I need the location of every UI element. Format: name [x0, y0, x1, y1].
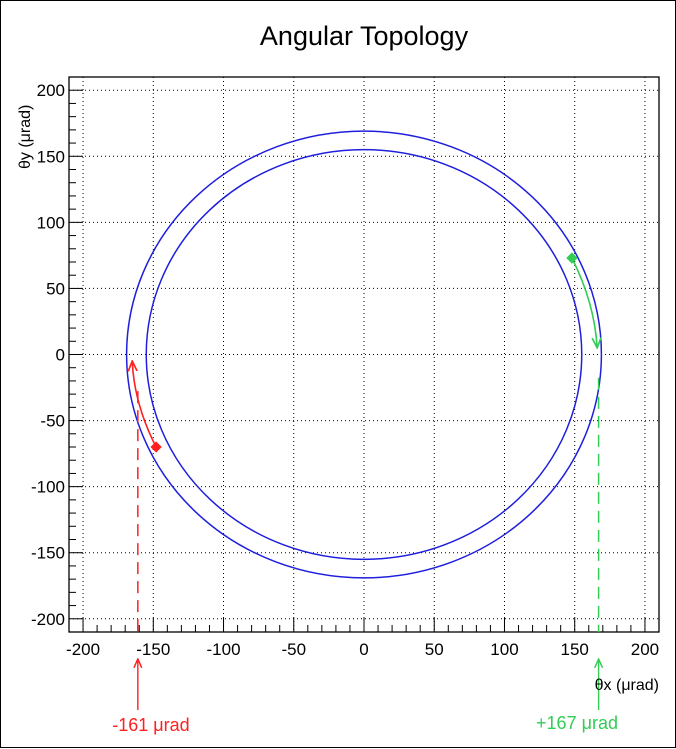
right-annotation: +167 μrad	[536, 713, 618, 733]
right-arc-arrow	[571, 257, 597, 348]
y-tick-label: -50	[40, 412, 65, 431]
chart-title: Angular Topology	[260, 21, 469, 51]
y-tick-label: -100	[31, 478, 65, 497]
y-tick-label: -200	[31, 610, 65, 629]
x-tick-label: -200	[66, 640, 100, 659]
left-arc-arrow	[132, 361, 157, 448]
y-tick-label: 100	[37, 213, 65, 232]
x-tick-label: 0	[359, 640, 368, 659]
y-tick-label: 50	[46, 279, 65, 298]
y-tick-label: 0	[56, 346, 65, 365]
grid-layer	[69, 77, 659, 632]
tick-layer: -200 -150 -100 -50 0 50 100 150 200 200 150 100 50 0 -…	[31, 81, 659, 659]
x-tick-label: -150	[136, 640, 170, 659]
series-layer	[125, 130, 603, 579]
x-tick-label: -100	[207, 640, 241, 659]
x-tick-label: 150	[561, 640, 589, 659]
ring-2	[145, 148, 583, 561]
x-axis-title: θx (μrad)	[595, 677, 659, 694]
y-tick-label: 200	[37, 81, 65, 100]
x-tick-label: -50	[281, 640, 306, 659]
ring-1	[125, 130, 603, 579]
left-annotation: -161 μrad	[112, 715, 189, 735]
y-axis-title: θy (μrad)	[17, 105, 34, 169]
x-tick-label: 200	[631, 640, 659, 659]
x-tick-label: 50	[425, 640, 444, 659]
y-tick-label: -150	[31, 544, 65, 563]
left-point	[150, 441, 162, 453]
x-tick-label: 100	[490, 640, 518, 659]
y-tick-label: 150	[37, 147, 65, 166]
